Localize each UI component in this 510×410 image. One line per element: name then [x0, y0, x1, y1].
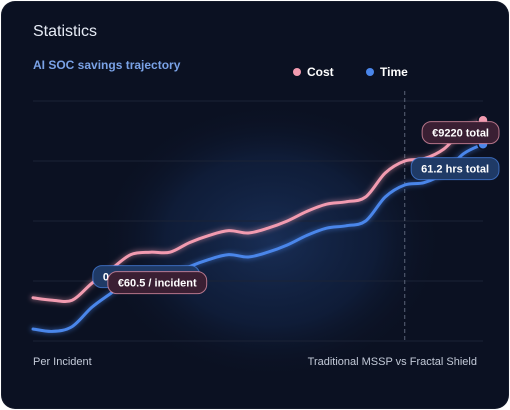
callout-cost-per-incident-text: €60.5 / incident: [118, 278, 197, 290]
legend-cost-dot: [293, 68, 301, 76]
callout-time-total-box: [410, 157, 500, 181]
callout-cost-total-box: [421, 121, 500, 145]
legend-time-dot: [366, 68, 374, 76]
background-glow: [96, 101, 446, 381]
callout-cost-total-text: €9220 total: [432, 128, 489, 140]
card-title: Statistics: [33, 23, 98, 40]
callout-cost-total: €9220 total: [421, 121, 500, 145]
callout-cost-per-incident-box: [107, 271, 208, 295]
x-tick-label-start: Per Incident: [33, 356, 92, 368]
x-tick-label-end: Traditional MSSP vs Fractal Shield: [308, 356, 477, 368]
callouts: 0.4 hrs / incident€60.5 / incident€9220 …: [92, 121, 500, 295]
legend-cost-label: Cost: [307, 65, 334, 79]
callout-time-total: 61.2 hrs total: [410, 157, 500, 181]
callout-cost-per-incident: €60.5 / incident: [107, 271, 208, 295]
legend: Cost Time: [293, 65, 408, 79]
chart-subtitle: AI SOC savings trajectory: [33, 58, 181, 72]
time-series-line: [31, 142, 485, 333]
callout-time-total-text: 61.2 hrs total: [421, 164, 489, 176]
legend-time-label: Time: [380, 65, 408, 79]
